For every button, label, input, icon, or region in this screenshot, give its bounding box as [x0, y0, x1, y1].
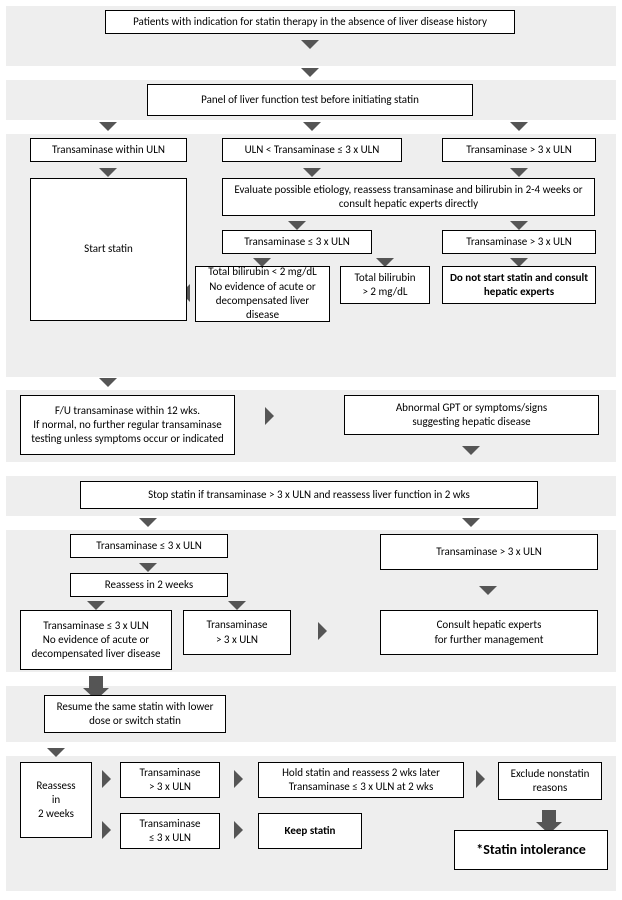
node-label: Reassessin2 weeks	[36, 779, 75, 822]
node-label: Evaluate possible etiology, reassess tra…	[229, 183, 588, 212]
node-label: Transaminase > 3 x ULN	[466, 235, 572, 249]
flowchart-node: Exclude nonstatin reasons	[498, 762, 602, 800]
flowchart-node: Hold statin and reassess 2 wks laterTran…	[258, 762, 464, 798]
flowchart-node: Transaminase ≤ 3 x ULN	[222, 230, 372, 254]
flowchart-node: Abnormal GPT or symptoms/signssuggesting…	[344, 395, 599, 435]
node-label: Transaminase ≤ 3 x ULN	[244, 235, 350, 249]
node-label: Abnormal GPT or symptoms/signssuggesting…	[396, 401, 547, 430]
flowchart-node: Transaminase ≤ 3 x ULNNo evidence of acu…	[20, 610, 172, 670]
flowchart-node: Transaminase> 3 x ULN	[183, 610, 291, 655]
flowchart-node: Transaminase > 3 x ULN	[442, 230, 596, 254]
node-label: F/U transaminase within 12 wks.If normal…	[27, 404, 228, 447]
node-label: ULN < Transaminase ≤ 3 x ULN	[245, 143, 380, 157]
arrow-down-icon	[139, 518, 157, 527]
node-label: Hold statin and reassess 2 wks laterTran…	[282, 766, 440, 795]
node-label: Total bilirubin < 2 mg/dLNo evidence of …	[202, 265, 323, 322]
node-label: Transaminase≤ 3 x ULN	[139, 817, 200, 846]
node-label: Consult hepatic expertsfor further manag…	[435, 618, 544, 647]
flowchart-node: Transaminase > 3 x ULN	[442, 138, 596, 162]
flowchart-node: Transaminase≤ 3 x ULN	[120, 813, 220, 849]
flowchart-node: Transaminase > 3 x ULN	[380, 534, 598, 570]
flowchart-node: Transaminase ≤ 3 x ULN	[70, 534, 228, 558]
node-label: Transaminase> 3 x ULN	[206, 618, 267, 647]
arrow-down-icon	[99, 122, 117, 131]
node-label: Patients with indication for statin ther…	[133, 15, 487, 29]
node-label: Keep statin	[285, 824, 336, 838]
node-label: Exclude nonstatin reasons	[505, 767, 595, 796]
flowchart-node: Start statin	[30, 178, 187, 321]
node-label: Transaminase> 3 x ULN	[139, 766, 200, 795]
flowchart-node: Patients with indication for statin ther…	[105, 10, 515, 34]
node-label: Transaminase ≤ 3 x ULNNo evidence of acu…	[27, 619, 165, 662]
flowchart-node: Stop statin if transaminase > 3 x ULN an…	[80, 481, 538, 509]
node-label: Do not start statin and consult hepatic …	[449, 271, 589, 300]
flowchart-node: Transaminase within ULN	[30, 138, 187, 162]
node-label: Transaminase within ULN	[52, 143, 165, 157]
arrow-down-icon	[301, 68, 319, 77]
flowchart-node: Do not start statin and consult hepatic …	[442, 266, 596, 304]
flowchart-node: Evaluate possible etiology, reassess tra…	[222, 178, 595, 216]
node-label: Transaminase > 3 x ULN	[466, 143, 572, 157]
flowchart-node: ULN < Transaminase ≤ 3 x ULN	[222, 138, 402, 162]
node-label: Panel of liver function test before init…	[201, 93, 419, 107]
node-label: Transaminase ≤ 3 x ULN	[96, 539, 202, 553]
node-label: *Statin intolerance	[476, 841, 586, 859]
node-label: Stop statin if transaminase > 3 x ULN an…	[148, 488, 470, 502]
flowchart-canvas: Patients with indication for statin ther…	[0, 0, 622, 900]
flowchart-node: *Statin intolerance	[454, 830, 608, 870]
flowchart-node: Transaminase> 3 x ULN	[120, 762, 220, 798]
node-label: Transaminase > 3 x ULN	[436, 545, 542, 559]
node-label: Resume the same statin with lower dose o…	[51, 700, 219, 729]
flowchart-node: Reassess in 2 weeks	[70, 573, 228, 597]
arrow-down-icon	[303, 122, 321, 131]
flowchart-node: F/U transaminase within 12 wks.If normal…	[20, 395, 235, 455]
flowchart-node: Keep statin	[258, 813, 362, 849]
node-label: Total bilirubin> 2 mg/dL	[354, 271, 415, 300]
flowchart-node: Resume the same statin with lower dose o…	[44, 695, 226, 733]
node-label: Reassess in 2 weeks	[105, 578, 193, 592]
arrow-down-icon	[462, 518, 480, 527]
flowchart-node: Reassessin2 weeks	[20, 762, 92, 838]
flowchart-node: Total bilirubin> 2 mg/dL	[340, 266, 430, 304]
flowchart-node: Consult hepatic expertsfor further manag…	[380, 610, 598, 655]
arrow-down-icon	[99, 378, 117, 387]
flowchart-node: Total bilirubin < 2 mg/dLNo evidence of …	[195, 266, 330, 322]
node-label: Start statin	[84, 242, 133, 256]
arrow-down-icon	[510, 122, 528, 131]
flowchart-node: Panel of liver function test before init…	[147, 84, 473, 116]
